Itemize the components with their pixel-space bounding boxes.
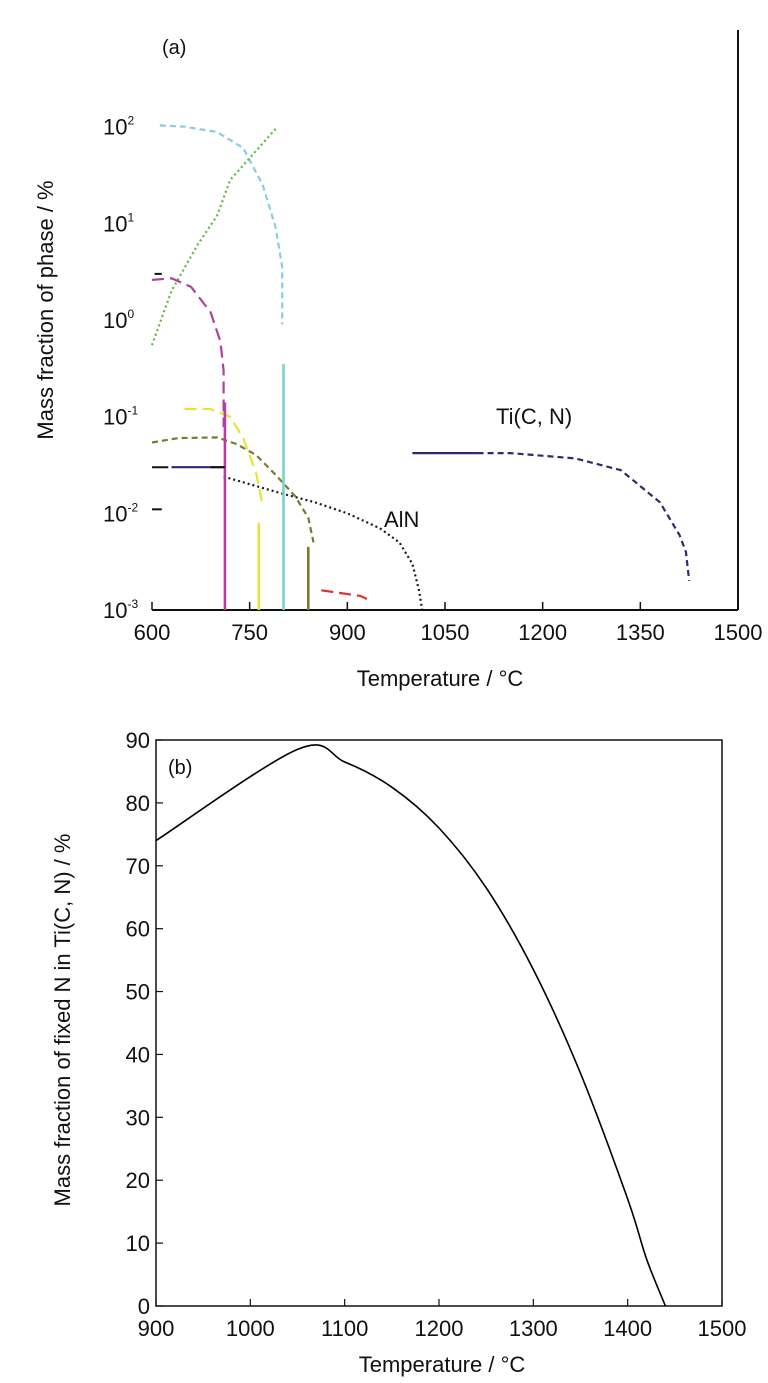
panel-b-x-tick-label: 1000 xyxy=(226,1316,275,1341)
panel-a-y-tick-label: 10-1 xyxy=(103,404,138,430)
panel-b-x-tick-label: 900 xyxy=(138,1316,175,1341)
panel-a-y-tick-label: 101 xyxy=(103,210,134,236)
annotation-ticn: Ti(C, N) xyxy=(496,404,572,429)
panel-a-x-tick-label: 1200 xyxy=(518,620,567,645)
panel-b-plot-frame xyxy=(155,739,723,1307)
panel-b-x-tick-label: 1400 xyxy=(603,1316,652,1341)
panel-b-y-ticks: 0 10 20 30 40 50 60 70 80 90 xyxy=(126,728,163,1319)
panel-a-y-tick-label: 102 xyxy=(103,114,134,140)
panel-a-y-tick-exponent: -2 xyxy=(127,500,138,514)
panel-a-label: (a) xyxy=(162,37,186,59)
panel-b-y-tick-label: 80 xyxy=(126,791,150,816)
panel-a-series-line xyxy=(184,407,264,506)
panel-b-x-tick-label: 1200 xyxy=(415,1316,464,1341)
panel-a-y-tick-exponent: 0 xyxy=(127,307,134,321)
panel-b-y-tick-label: 20 xyxy=(126,1168,150,1193)
panel-a-x-tick-label: 900 xyxy=(329,620,366,645)
panel-a-y-tick-exponent: 2 xyxy=(127,114,134,128)
panel-a-y-axis-title: Mass fraction of phase / % xyxy=(33,180,58,439)
panel-b-axes-frame xyxy=(155,739,723,1307)
panel-a-series-line xyxy=(159,124,284,325)
panel-b-y-tick-label: 90 xyxy=(126,728,150,753)
panel-b-series xyxy=(155,744,667,1307)
panel-a-y-tick-label: 10-2 xyxy=(103,500,138,526)
panel-a-x-tick-label: 1500 xyxy=(714,620,763,645)
panel-a-series-line xyxy=(477,452,691,582)
panel-b-y-tick-label: 70 xyxy=(126,854,150,879)
panel-a-series-line xyxy=(151,436,315,543)
panel-a-y-tick-exponent: -3 xyxy=(127,597,138,611)
panel-a-x-tick-label: 600 xyxy=(134,620,171,645)
panel-b-y-tick-label: 10 xyxy=(126,1231,150,1256)
panel-a-x-tick-label: 750 xyxy=(231,620,268,645)
panel-a-y-tick-exponent: 1 xyxy=(127,210,134,224)
panel-a-series-line xyxy=(150,128,277,346)
panel-b-label: (b) xyxy=(168,757,192,779)
panel-a-axes-frame xyxy=(152,30,739,611)
panel-b-x-tick-label: 1500 xyxy=(698,1316,747,1341)
panel-b-x-tick-label: 1100 xyxy=(321,1316,368,1341)
panel-b-x-tick-label: 1300 xyxy=(509,1316,558,1341)
panel-a-y-tick-label: 100 xyxy=(103,307,134,333)
panel-b-series-line xyxy=(155,744,667,1307)
panel-a-y-ticks: 1 0 -3 10-2 10-1 100 101 102 xyxy=(103,114,138,623)
panel-a-x-ticks: 600 750 900 1050 1200 1350 1500 xyxy=(134,602,763,645)
annotation-aln: AlN xyxy=(384,507,419,532)
panel-b-y-tick-label: 40 xyxy=(126,1042,150,1067)
panel-b-y-tick-label: 50 xyxy=(126,980,150,1005)
panel-a-series-line xyxy=(321,589,368,600)
panel-a-x-tick-label: 1050 xyxy=(421,620,470,645)
panel-b-y-tick-label: 30 xyxy=(126,1105,150,1130)
panel-b: 900 1000 1100 1200 1300 1400 1500 0 10 20 30 40 50 6… xyxy=(50,728,746,1377)
panel-b-x-ticks: 900 1000 1100 1200 1300 1400 1500 xyxy=(138,1299,747,1341)
panel-a: 600 750 900 1050 1200 1350 1500 1 0 -3 10-2 10-1 10… xyxy=(33,30,762,691)
panel-b-y-tick-label: 60 xyxy=(126,917,150,942)
panel-b-x-axis-title: Temperature / °C xyxy=(359,1352,526,1377)
panel-a-series xyxy=(150,124,691,611)
panel-b-y-tick-label: 0 xyxy=(138,1294,150,1319)
panel-a-x-axis-title: Temperature / °C xyxy=(357,666,524,691)
panel-a-series-line xyxy=(151,277,226,428)
panel-b-y-axis-title: Mass fraction of fixed N in Ti(C, N) / % xyxy=(50,834,75,1207)
panel-a-x-tick-label: 1350 xyxy=(616,620,665,645)
panel-a-y-tick-exponent: -1 xyxy=(127,404,138,418)
